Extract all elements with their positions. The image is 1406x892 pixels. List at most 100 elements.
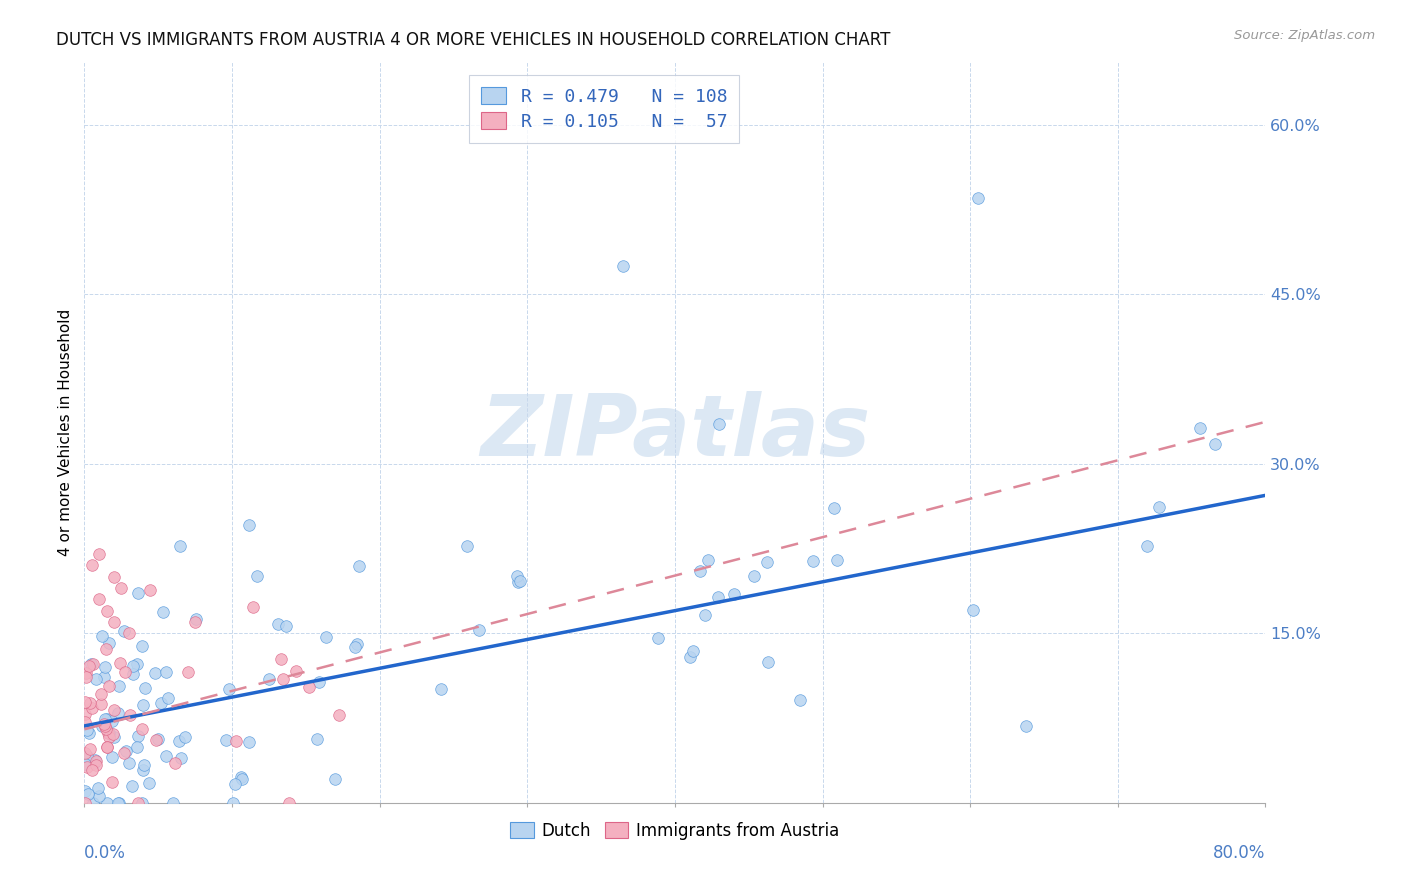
Point — [76, 749, 98, 764]
Point — [73, 715, 96, 730]
Point — [87, 781, 110, 796]
Point — [98, 730, 121, 744]
Point — [707, 590, 730, 604]
Point — [82, 657, 104, 671]
Point — [83, 756, 105, 770]
Point — [169, 539, 191, 553]
Point — [94, 723, 117, 737]
Point — [84, 754, 107, 768]
Point — [218, 682, 240, 697]
Point — [77, 726, 100, 740]
Point — [80, 763, 103, 777]
Point — [118, 626, 141, 640]
Point — [90, 697, 112, 711]
Point — [270, 652, 292, 666]
Point — [112, 624, 135, 639]
Point — [84, 758, 107, 772]
Point — [506, 568, 529, 582]
Point — [112, 746, 135, 760]
Point — [80, 701, 103, 715]
Point — [1147, 500, 1170, 514]
Point — [307, 731, 329, 746]
Point — [93, 660, 115, 674]
Point — [122, 659, 145, 673]
Point — [165, 756, 187, 770]
Point — [155, 748, 177, 763]
Point — [323, 772, 346, 786]
Point — [693, 607, 716, 622]
Point — [148, 732, 170, 747]
Point — [127, 729, 149, 743]
Point — [222, 796, 245, 810]
Point — [131, 722, 153, 736]
Point — [257, 672, 280, 686]
Point — [508, 574, 530, 589]
Point — [118, 707, 141, 722]
Text: 80.0%: 80.0% — [1213, 844, 1265, 862]
Point — [127, 586, 149, 600]
Point — [298, 680, 321, 694]
Point — [231, 770, 253, 784]
Point — [278, 796, 301, 810]
Point — [612, 259, 634, 273]
Point — [689, 564, 711, 578]
Point — [107, 706, 129, 721]
Point — [468, 623, 491, 637]
Point — [107, 796, 129, 810]
Point — [82, 796, 104, 810]
Point — [76, 760, 98, 774]
Point — [1188, 421, 1211, 435]
Point — [98, 726, 121, 740]
Point — [108, 657, 131, 671]
Point — [96, 739, 118, 754]
Point — [174, 730, 197, 744]
Point — [346, 637, 368, 651]
Point — [966, 191, 988, 205]
Point — [122, 667, 145, 681]
Point — [75, 665, 97, 680]
Point — [101, 727, 124, 741]
Point — [73, 707, 96, 722]
Point — [73, 784, 96, 798]
Point — [756, 656, 779, 670]
Point — [101, 714, 124, 728]
Point — [167, 734, 190, 748]
Point — [125, 657, 148, 672]
Point — [170, 751, 193, 765]
Point — [152, 605, 174, 619]
Point — [1014, 718, 1036, 732]
Text: 0.0%: 0.0% — [84, 844, 127, 862]
Point — [1136, 539, 1159, 553]
Point — [75, 695, 97, 709]
Point — [242, 599, 264, 614]
Point — [430, 682, 453, 697]
Point — [101, 775, 124, 789]
Point — [145, 733, 167, 747]
Legend: Dutch, Immigrants from Austria: Dutch, Immigrants from Austria — [503, 815, 846, 847]
Point — [91, 719, 114, 733]
Point — [96, 642, 118, 657]
Point — [274, 619, 297, 633]
Point — [177, 665, 200, 680]
Point — [184, 612, 207, 626]
Point — [110, 581, 132, 595]
Text: ZIPatlas: ZIPatlas — [479, 391, 870, 475]
Point — [184, 615, 207, 629]
Point — [121, 779, 143, 793]
Point — [96, 739, 118, 754]
Point — [73, 746, 96, 760]
Point — [73, 796, 96, 810]
Point — [349, 559, 371, 574]
Point — [823, 501, 845, 516]
Point — [93, 717, 115, 731]
Point — [225, 734, 247, 748]
Point — [94, 719, 117, 733]
Point — [87, 789, 110, 803]
Point — [801, 554, 824, 568]
Point — [75, 756, 97, 771]
Point — [76, 787, 98, 801]
Point — [343, 640, 366, 655]
Point — [509, 574, 531, 588]
Text: DUTCH VS IMMIGRANTS FROM AUSTRIA 4 OR MORE VEHICLES IN HOUSEHOLD CORRELATION CHA: DUTCH VS IMMIGRANTS FROM AUSTRIA 4 OR MO… — [56, 31, 890, 49]
Point — [107, 796, 129, 810]
